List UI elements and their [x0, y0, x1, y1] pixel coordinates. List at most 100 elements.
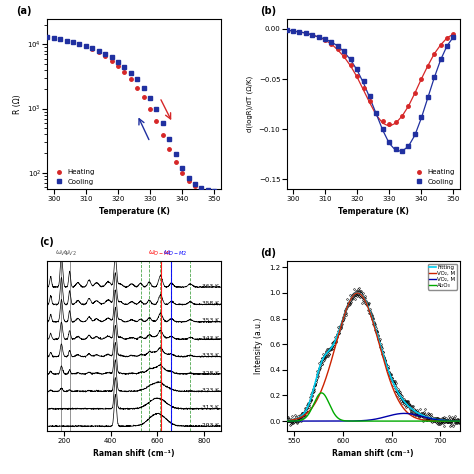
Line: Cooling: Cooling — [285, 28, 455, 153]
Fitting — [283, 418, 289, 423]
Heating — [297, 29, 302, 35]
Line: Al₂O₃: Al₂O₃ — [286, 393, 460, 421]
VO₂, M — [386, 374, 392, 380]
Text: 313 K: 313 K — [202, 405, 219, 410]
VO₂, M — [386, 413, 392, 419]
Heating — [393, 119, 399, 125]
Heating — [51, 36, 57, 41]
Al₂O₃ — [386, 418, 392, 424]
VO₂, M — [314, 397, 320, 402]
Line: VO₂, M: VO₂, M — [286, 413, 460, 421]
VO₂, M — [328, 418, 334, 424]
Cooling — [386, 139, 392, 145]
Heating — [160, 132, 166, 137]
Cooling — [399, 148, 405, 154]
Cooling — [335, 43, 341, 49]
VO₂, M — [314, 418, 320, 424]
Cooling — [192, 182, 198, 187]
VO₂, M — [457, 418, 463, 424]
Heating — [211, 189, 217, 194]
VO₂, M — [400, 410, 405, 416]
Heating — [444, 35, 450, 41]
Legend: Fitting, VO₂, M, VO₂, M, Al₂O₃: Fitting, VO₂, M, VO₂, M, Al₂O₃ — [428, 264, 457, 290]
Text: (d): (d) — [261, 247, 276, 257]
Cooling — [354, 66, 360, 72]
Heating — [147, 106, 153, 111]
Heating — [425, 63, 430, 69]
VO₂, M — [362, 298, 368, 304]
Heating — [380, 118, 386, 124]
X-axis label: Raman shift (cm⁻¹): Raman shift (cm⁻¹) — [93, 449, 175, 458]
Line: Heating: Heating — [285, 28, 455, 126]
Cooling — [57, 36, 63, 42]
Cooling — [128, 70, 134, 75]
Heating — [341, 53, 347, 59]
Heating — [205, 188, 210, 193]
VO₂, M — [414, 412, 420, 418]
Y-axis label: d(logR)/dT (Ω/K): d(logR)/dT (Ω/K) — [246, 76, 253, 132]
Cooling — [303, 30, 309, 36]
Cooling — [166, 136, 172, 141]
X-axis label: Temperature (K): Temperature (K) — [337, 207, 409, 216]
Heating — [173, 159, 179, 164]
Cooling — [154, 106, 159, 112]
Cooling — [380, 127, 386, 132]
Heating — [128, 77, 134, 82]
Heating — [115, 63, 121, 69]
Heating — [450, 31, 456, 37]
Heating — [199, 186, 204, 191]
VO₂, M — [401, 410, 407, 416]
Cooling — [205, 188, 210, 193]
Line: VO₂, M: VO₂, M — [286, 293, 460, 421]
VO₂, M — [283, 418, 289, 424]
Cooling — [147, 95, 153, 100]
Cooling — [83, 43, 89, 49]
Cooling — [328, 39, 334, 45]
Text: 333 K: 333 K — [202, 353, 219, 358]
Cooling — [121, 64, 127, 70]
Fitting — [400, 396, 405, 402]
Fitting — [414, 410, 420, 415]
Heating — [431, 51, 437, 57]
Heating — [154, 118, 159, 124]
Cooling — [77, 41, 82, 47]
Cooling — [297, 29, 302, 35]
Heating — [186, 178, 191, 183]
Cooling — [316, 34, 321, 40]
Text: 343 K: 343 K — [202, 336, 219, 341]
Al₂O₃ — [328, 405, 334, 411]
Text: 328 K: 328 K — [202, 371, 219, 375]
Fitting — [328, 346, 334, 351]
Fitting — [314, 373, 320, 378]
Text: $\omega_{O-M1}$: $\omega_{O-M1}$ — [148, 248, 173, 257]
Fitting — [362, 297, 368, 303]
Heating — [310, 32, 315, 38]
Cooling — [444, 43, 450, 49]
Cooling — [186, 175, 191, 181]
Heating — [348, 62, 354, 68]
Al₂O₃ — [319, 390, 324, 396]
Heating — [419, 76, 424, 82]
Heating — [109, 58, 114, 64]
Cooling — [393, 146, 399, 152]
Heating — [96, 49, 101, 55]
Cooling — [406, 144, 411, 149]
Cooling — [450, 34, 456, 40]
Heating — [406, 103, 411, 109]
Cooling — [51, 36, 57, 41]
Cooling — [367, 93, 373, 99]
Heating — [77, 41, 82, 47]
Cooling — [348, 56, 354, 62]
Cooling — [179, 165, 185, 171]
Cooling — [322, 36, 328, 42]
Heating — [192, 183, 198, 189]
Al₂O₃ — [414, 418, 420, 424]
Cooling — [211, 189, 217, 194]
Heating — [141, 94, 146, 100]
Text: 358 K: 358 K — [202, 301, 219, 306]
X-axis label: Temperature (K): Temperature (K) — [99, 207, 170, 216]
Heating — [121, 69, 127, 75]
Heating — [283, 27, 289, 33]
Cooling — [431, 74, 437, 80]
Heating — [328, 41, 334, 47]
